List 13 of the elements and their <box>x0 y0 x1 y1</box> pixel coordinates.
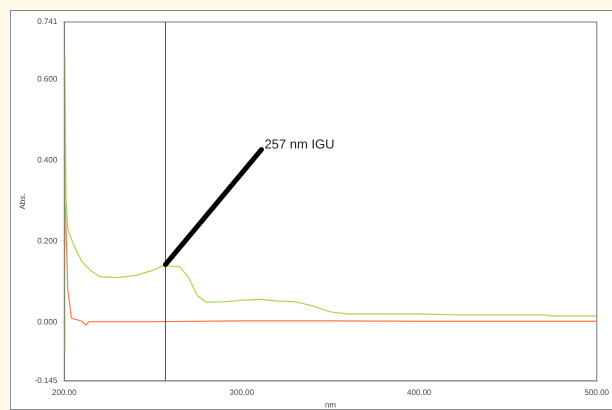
y-axis-title: Abs. <box>18 193 28 210</box>
y-tick-label: -0.145 <box>34 376 58 386</box>
x-tick-label: 300.00 <box>230 388 255 397</box>
y-tick-label: 0.200 <box>37 236 58 246</box>
y-tick-label: 0.600 <box>37 74 58 84</box>
x-tick-label: 200.00 <box>52 388 78 397</box>
y-tick-label: 0.400 <box>37 155 58 164</box>
x-tick-label: 400.00 <box>407 388 432 397</box>
x-axis-title: nm <box>324 400 336 410</box>
annotation: 257 nm IGU <box>264 136 335 152</box>
y-tick-label: 0.741 <box>37 17 58 26</box>
x-tick-label: 500.00 <box>584 388 610 397</box>
y-tick-label: 0.000 <box>37 317 58 326</box>
